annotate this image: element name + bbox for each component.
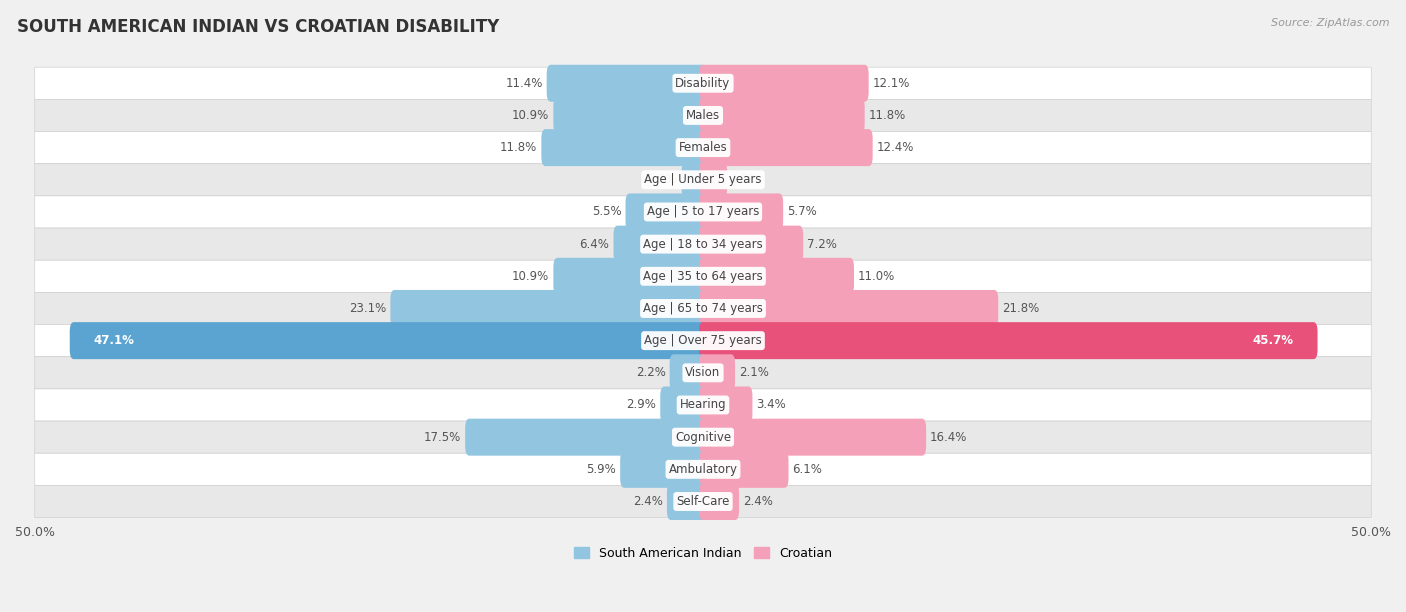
Text: 2.4%: 2.4% — [633, 495, 662, 508]
Text: 1.5%: 1.5% — [731, 173, 761, 186]
Text: 11.8%: 11.8% — [501, 141, 537, 154]
Text: Age | 65 to 74 years: Age | 65 to 74 years — [643, 302, 763, 315]
Text: 45.7%: 45.7% — [1253, 334, 1294, 347]
FancyBboxPatch shape — [554, 258, 707, 295]
Text: 1.3%: 1.3% — [648, 173, 678, 186]
FancyBboxPatch shape — [699, 290, 998, 327]
Text: 2.2%: 2.2% — [636, 367, 665, 379]
FancyBboxPatch shape — [35, 324, 1371, 357]
FancyBboxPatch shape — [699, 129, 873, 166]
FancyBboxPatch shape — [699, 354, 735, 391]
Text: 2.9%: 2.9% — [626, 398, 657, 411]
FancyBboxPatch shape — [699, 387, 752, 424]
Text: 2.1%: 2.1% — [740, 367, 769, 379]
FancyBboxPatch shape — [699, 65, 869, 102]
FancyBboxPatch shape — [35, 67, 1371, 99]
Text: Age | 5 to 17 years: Age | 5 to 17 years — [647, 206, 759, 218]
Text: Self-Care: Self-Care — [676, 495, 730, 508]
Text: 11.8%: 11.8% — [869, 109, 905, 122]
Text: Age | Over 75 years: Age | Over 75 years — [644, 334, 762, 347]
Text: 23.1%: 23.1% — [349, 302, 387, 315]
Text: 6.4%: 6.4% — [579, 237, 609, 251]
FancyBboxPatch shape — [547, 65, 707, 102]
Text: 17.5%: 17.5% — [425, 431, 461, 444]
Text: Females: Females — [679, 141, 727, 154]
Text: 3.4%: 3.4% — [756, 398, 786, 411]
FancyBboxPatch shape — [699, 162, 727, 198]
FancyBboxPatch shape — [699, 226, 803, 263]
Text: Males: Males — [686, 109, 720, 122]
Legend: South American Indian, Croatian: South American Indian, Croatian — [569, 542, 837, 565]
Text: Ambulatory: Ambulatory — [668, 463, 738, 476]
FancyBboxPatch shape — [626, 193, 707, 231]
Text: Cognitive: Cognitive — [675, 431, 731, 444]
FancyBboxPatch shape — [35, 485, 1371, 518]
Text: 11.4%: 11.4% — [505, 76, 543, 90]
Text: Disability: Disability — [675, 76, 731, 90]
FancyBboxPatch shape — [661, 387, 707, 424]
FancyBboxPatch shape — [35, 99, 1371, 132]
Text: 10.9%: 10.9% — [512, 270, 550, 283]
FancyBboxPatch shape — [620, 451, 707, 488]
FancyBboxPatch shape — [391, 290, 707, 327]
FancyBboxPatch shape — [554, 97, 707, 134]
FancyBboxPatch shape — [35, 453, 1371, 485]
Text: 2.4%: 2.4% — [744, 495, 773, 508]
Text: Age | 18 to 34 years: Age | 18 to 34 years — [643, 237, 763, 251]
FancyBboxPatch shape — [35, 389, 1371, 421]
Text: SOUTH AMERICAN INDIAN VS CROATIAN DISABILITY: SOUTH AMERICAN INDIAN VS CROATIAN DISABI… — [17, 18, 499, 36]
Text: 21.8%: 21.8% — [1002, 302, 1039, 315]
FancyBboxPatch shape — [35, 132, 1371, 163]
Text: 7.2%: 7.2% — [807, 237, 837, 251]
FancyBboxPatch shape — [35, 196, 1371, 228]
FancyBboxPatch shape — [35, 163, 1371, 196]
FancyBboxPatch shape — [613, 226, 707, 263]
FancyBboxPatch shape — [666, 483, 707, 520]
Text: 5.5%: 5.5% — [592, 206, 621, 218]
Text: Age | 35 to 64 years: Age | 35 to 64 years — [643, 270, 763, 283]
Text: 47.1%: 47.1% — [94, 334, 135, 347]
Text: Vision: Vision — [685, 367, 721, 379]
FancyBboxPatch shape — [699, 483, 740, 520]
FancyBboxPatch shape — [70, 322, 707, 359]
Text: 5.7%: 5.7% — [787, 206, 817, 218]
FancyBboxPatch shape — [699, 97, 865, 134]
Text: 12.4%: 12.4% — [877, 141, 914, 154]
Text: Age | Under 5 years: Age | Under 5 years — [644, 173, 762, 186]
Text: 5.9%: 5.9% — [586, 463, 616, 476]
FancyBboxPatch shape — [35, 260, 1371, 293]
FancyBboxPatch shape — [682, 162, 707, 198]
Text: 11.0%: 11.0% — [858, 270, 896, 283]
Text: Source: ZipAtlas.com: Source: ZipAtlas.com — [1271, 18, 1389, 28]
FancyBboxPatch shape — [35, 357, 1371, 389]
FancyBboxPatch shape — [699, 193, 783, 231]
FancyBboxPatch shape — [35, 228, 1371, 260]
FancyBboxPatch shape — [699, 258, 853, 295]
FancyBboxPatch shape — [669, 354, 707, 391]
Text: 6.1%: 6.1% — [793, 463, 823, 476]
Text: 12.1%: 12.1% — [873, 76, 910, 90]
Text: 10.9%: 10.9% — [512, 109, 550, 122]
Text: 16.4%: 16.4% — [931, 431, 967, 444]
FancyBboxPatch shape — [699, 322, 1317, 359]
FancyBboxPatch shape — [541, 129, 707, 166]
FancyBboxPatch shape — [35, 293, 1371, 324]
FancyBboxPatch shape — [465, 419, 707, 456]
FancyBboxPatch shape — [699, 419, 927, 456]
FancyBboxPatch shape — [699, 451, 789, 488]
Text: Hearing: Hearing — [679, 398, 727, 411]
FancyBboxPatch shape — [35, 421, 1371, 453]
